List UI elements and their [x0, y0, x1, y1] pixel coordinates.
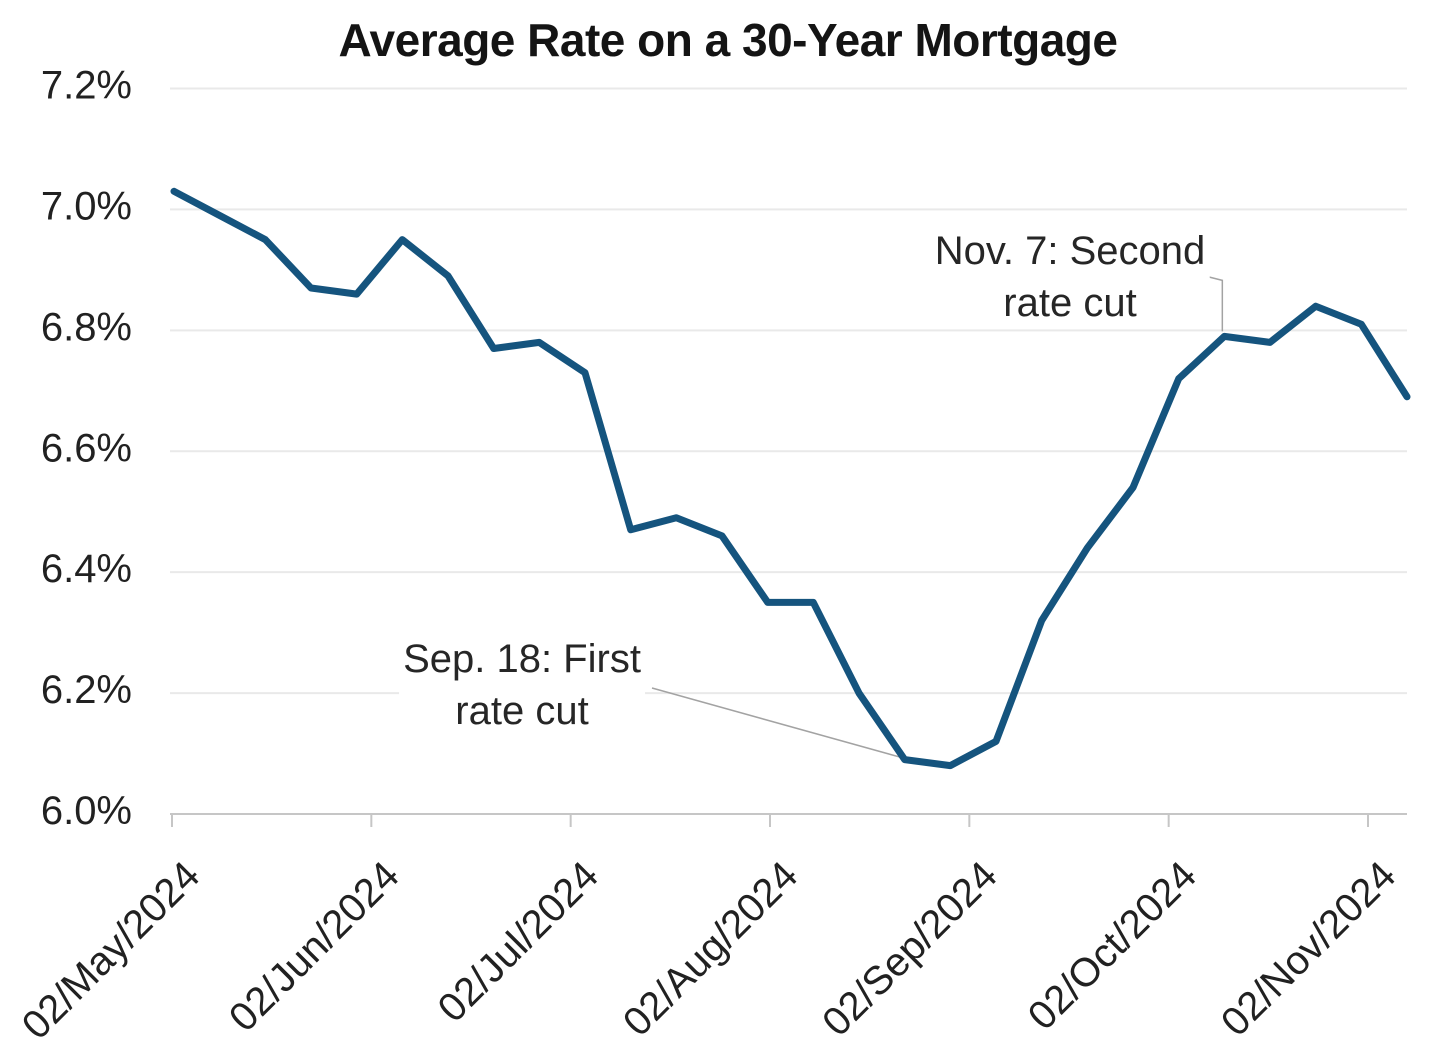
x-tick-label: 02/Jun/2024 — [221, 853, 408, 1040]
annotation-text-line: Sep. 18: First — [403, 637, 641, 681]
leader-line-second-rate-cut — [1208, 276, 1224, 332]
x-tick-label: 02/Jul/2024 — [430, 853, 607, 1030]
annotation-text-line: rate cut — [455, 689, 589, 733]
y-tick-label: 6.0% — [41, 789, 132, 833]
annotation-text-line: rate cut — [1003, 281, 1137, 325]
y-tick-label: 6.6% — [41, 426, 132, 470]
annotation-first-rate-cut: Sep. 18: First rate cut — [399, 633, 645, 737]
x-tick-label: 02/May/2024 — [14, 853, 209, 1048]
x-tick-label: 02/Sep/2024 — [814, 853, 1006, 1045]
x-tick-label: 02/Oct/2024 — [1020, 853, 1205, 1038]
y-tick-label: 6.8% — [41, 305, 132, 349]
y-tick-label: 6.4% — [41, 547, 132, 591]
y-tick-label: 7.2% — [41, 64, 132, 108]
annotation-second-rate-cut: Nov. 7: Second rate cut — [930, 225, 1210, 329]
x-tick-label: 02/Nov/2024 — [1213, 853, 1405, 1045]
rate-line-series — [170, 187, 1411, 770]
x-tick-label: 02/Aug/2024 — [615, 853, 807, 1045]
annotation-text-line: Nov. 7: Second — [934, 229, 1206, 273]
y-tick-label: 7.0% — [41, 184, 132, 228]
leader-line-first-rate-cut — [651, 687, 902, 759]
chart-title: Average Rate on a 30-Year Mortgage — [338, 14, 1118, 66]
y-tick-label: 6.2% — [41, 668, 132, 712]
